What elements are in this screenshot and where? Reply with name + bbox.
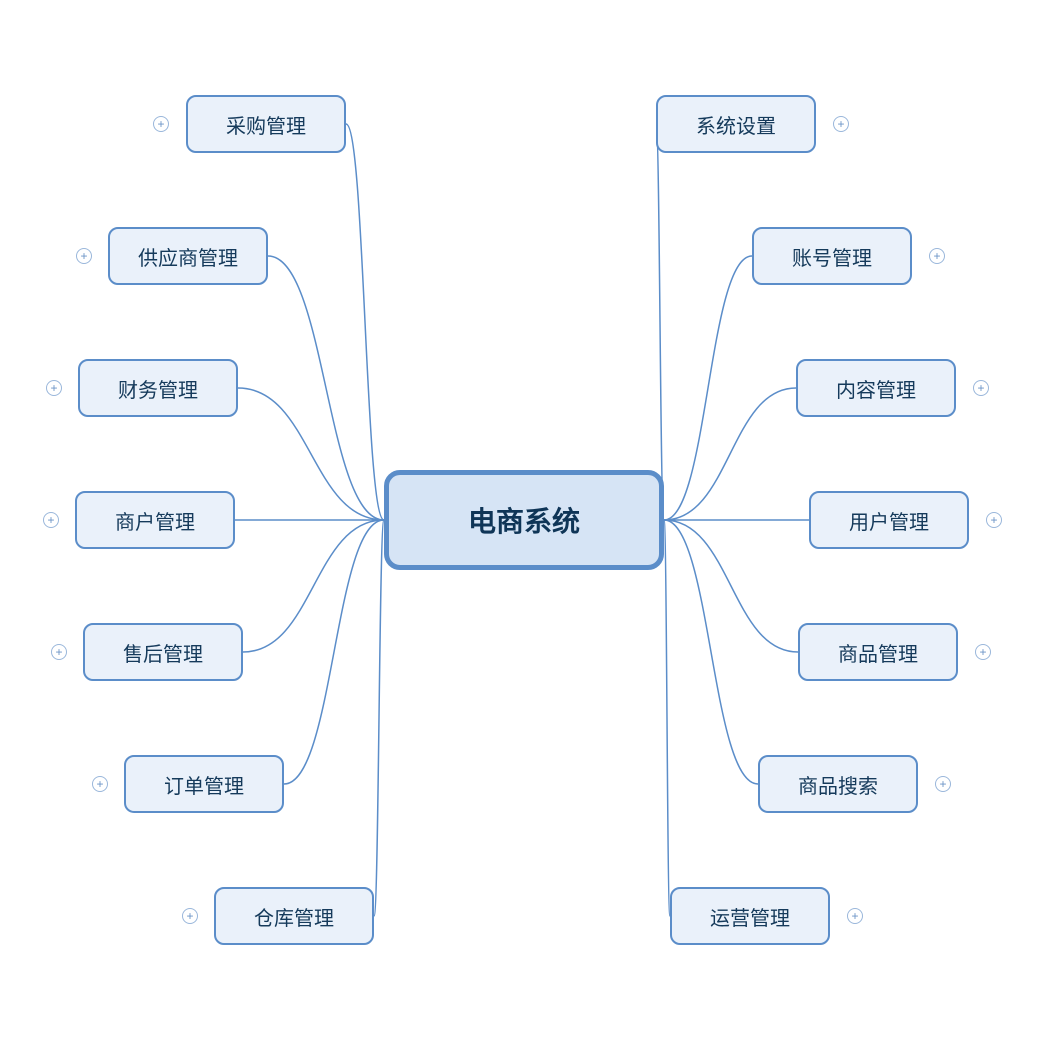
expand-icon-supplier[interactable]: + <box>76 248 92 264</box>
node-label: 商品搜索 <box>798 770 878 799</box>
mindmap-canvas: 电商系统 采购管理 + 供应商管理 + 财务管理 + 商户管理 + 售后管理 + 订单管理 + 仓库管理 +… <box>0 0 1048 1058</box>
node-content[interactable]: 内容管理 <box>796 359 956 417</box>
edge <box>664 520 798 652</box>
node-order[interactable]: 订单管理 <box>124 755 284 813</box>
node-label: 供应商管理 <box>138 242 238 271</box>
node-label: 售后管理 <box>123 638 203 667</box>
node-search[interactable]: 商品搜索 <box>758 755 918 813</box>
edge <box>238 388 384 520</box>
expand-icon-content[interactable]: + <box>973 380 989 396</box>
edge <box>268 256 384 520</box>
node-product[interactable]: 商品管理 <box>798 623 958 681</box>
edge <box>664 520 670 916</box>
expand-icon-account[interactable]: + <box>929 248 945 264</box>
node-label: 商户管理 <box>115 506 195 535</box>
node-warehouse[interactable]: 仓库管理 <box>214 887 374 945</box>
expand-icon-warehouse[interactable]: + <box>182 908 198 924</box>
expand-icon-product[interactable]: + <box>975 644 991 660</box>
node-user[interactable]: 用户管理 <box>809 491 969 549</box>
node-label: 运营管理 <box>710 902 790 931</box>
node-label: 采购管理 <box>226 110 306 139</box>
node-aftersale[interactable]: 售后管理 <box>83 623 243 681</box>
node-label: 仓库管理 <box>254 902 334 931</box>
node-account[interactable]: 账号管理 <box>752 227 912 285</box>
node-supplier[interactable]: 供应商管理 <box>108 227 268 285</box>
edge <box>664 520 758 784</box>
node-label: 账号管理 <box>792 242 872 271</box>
node-label: 财务管理 <box>118 374 198 403</box>
edge <box>284 520 384 784</box>
expand-icon-user[interactable]: + <box>986 512 1002 528</box>
node-finance[interactable]: 财务管理 <box>78 359 238 417</box>
node-label: 电商系统 <box>468 500 580 540</box>
node-purchase[interactable]: 采购管理 <box>186 95 346 153</box>
expand-icon-merchant[interactable]: + <box>43 512 59 528</box>
center-node[interactable]: 电商系统 <box>384 470 664 570</box>
node-system[interactable]: 系统设置 <box>656 95 816 153</box>
edge <box>243 520 384 652</box>
expand-icon-purchase[interactable]: + <box>153 116 169 132</box>
edge <box>346 124 384 520</box>
expand-icon-search[interactable]: + <box>935 776 951 792</box>
expand-icon-operate[interactable]: + <box>847 908 863 924</box>
expand-icon-aftersale[interactable]: + <box>51 644 67 660</box>
node-label: 商品管理 <box>838 638 918 667</box>
edge <box>664 256 752 520</box>
node-operate[interactable]: 运营管理 <box>670 887 830 945</box>
expand-icon-finance[interactable]: + <box>46 380 62 396</box>
expand-icon-system[interactable]: + <box>833 116 849 132</box>
edge <box>656 124 664 520</box>
expand-icon-order[interactable]: + <box>92 776 108 792</box>
node-label: 订单管理 <box>164 770 244 799</box>
node-label: 用户管理 <box>849 506 929 535</box>
edge <box>664 388 796 520</box>
edge <box>374 520 384 916</box>
node-label: 系统设置 <box>696 110 776 139</box>
node-merchant[interactable]: 商户管理 <box>75 491 235 549</box>
node-label: 内容管理 <box>836 374 916 403</box>
